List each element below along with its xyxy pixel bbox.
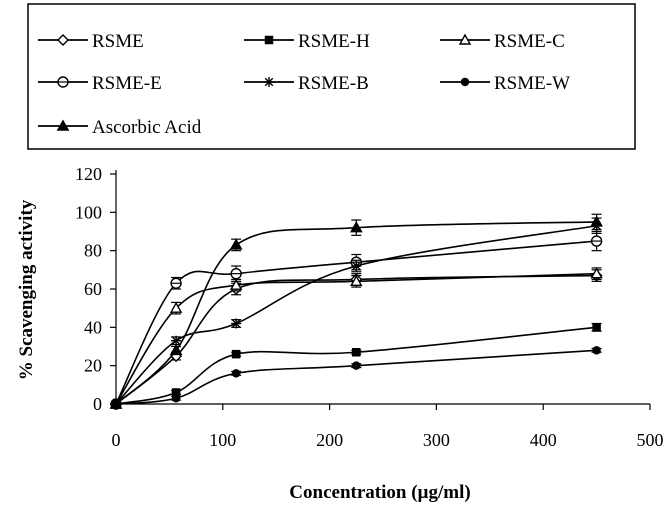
y-tick-label: 40 xyxy=(84,317,102,337)
legend-label: RSME-C xyxy=(494,31,565,52)
x-tick-label: 300 xyxy=(423,430,450,450)
y-tick-label: 60 xyxy=(84,279,102,299)
x-tick-label: 200 xyxy=(316,430,343,450)
data-point xyxy=(590,235,603,247)
data-point xyxy=(170,277,182,289)
legend-label: RSME-H xyxy=(298,31,370,52)
legend-label: RSME-B xyxy=(298,73,369,94)
data-point xyxy=(229,278,243,290)
data-point xyxy=(350,274,363,287)
x-axis-title: Concentration (µg/ml) xyxy=(289,482,470,503)
data-point xyxy=(231,349,241,359)
legend-marker xyxy=(264,77,274,87)
x-tick-label: 500 xyxy=(637,430,663,450)
series-line-rsme-b xyxy=(115,224,597,405)
data-point xyxy=(592,346,601,355)
legend-box xyxy=(27,3,636,150)
data-point xyxy=(171,394,181,403)
series-line-rsme-e xyxy=(115,240,597,405)
data-point xyxy=(590,215,603,227)
legend: RSME RSME-H RSME-C RSME-E RSME-B RSME-W Ascorb… xyxy=(38,31,570,138)
legend-marker xyxy=(460,77,470,87)
data-point xyxy=(349,221,363,233)
data-point xyxy=(590,267,603,279)
x-tick-label: 400 xyxy=(530,430,557,450)
legend-entry-rsme-c: RSME-C xyxy=(440,31,565,52)
x-tick-label: 0 xyxy=(112,430,121,450)
data-point xyxy=(231,369,241,378)
legend-marker xyxy=(264,35,274,45)
y-axis-ticks: 0 20 40 60 80 100 120 xyxy=(75,164,116,414)
data-point xyxy=(169,301,183,313)
x-axis-ticks: 0 100 200 300 400 500 xyxy=(112,404,663,450)
y-tick-label: 120 xyxy=(75,164,102,184)
y-tick-label: 80 xyxy=(84,241,102,261)
legend-entry-rsme: RSME xyxy=(38,31,144,52)
y-tick-label: 20 xyxy=(84,356,102,376)
series-ascorbic-acid xyxy=(109,213,603,409)
data-point xyxy=(109,397,123,409)
plot-area xyxy=(109,213,603,410)
legend-marker xyxy=(458,33,472,45)
legend-label: Ascorbic Acid xyxy=(92,117,202,138)
data-point xyxy=(351,261,362,271)
data-point xyxy=(352,348,361,357)
legend-entry-rsme-b: RSME-B xyxy=(244,73,369,94)
series-line-rsme-c xyxy=(115,272,597,405)
data-point xyxy=(352,361,361,370)
legend-label: RSME-W xyxy=(494,73,570,94)
series-rsme-e xyxy=(110,230,603,410)
y-tick-label: 0 xyxy=(93,394,102,414)
legend-marker xyxy=(57,76,69,88)
legend-label: RSME xyxy=(92,31,144,52)
series-line-rsme-w xyxy=(115,349,597,405)
data-point xyxy=(231,318,242,329)
data-point xyxy=(169,343,183,356)
y-tick-label: 100 xyxy=(75,202,102,222)
series-rsme-c xyxy=(109,267,603,409)
data-point xyxy=(229,238,243,250)
legend-entry-ascorbic-acid: Ascorbic Acid xyxy=(38,117,202,138)
legend-entry-rsme-h: RSME-H xyxy=(244,31,370,52)
legend-marker xyxy=(56,119,70,131)
legend-label: RSME-E xyxy=(92,73,162,94)
legend-marker xyxy=(57,34,69,46)
legend-entry-rsme-e: RSME-E xyxy=(38,73,162,94)
data-point xyxy=(230,267,242,280)
series-line-ascorbic-acid xyxy=(115,221,597,405)
y-axis-title: % Scavenging activity xyxy=(16,199,37,380)
legend-entry-rsme-w: RSME-W xyxy=(440,73,570,94)
data-point xyxy=(592,323,601,332)
x-tick-label: 100 xyxy=(209,430,236,450)
